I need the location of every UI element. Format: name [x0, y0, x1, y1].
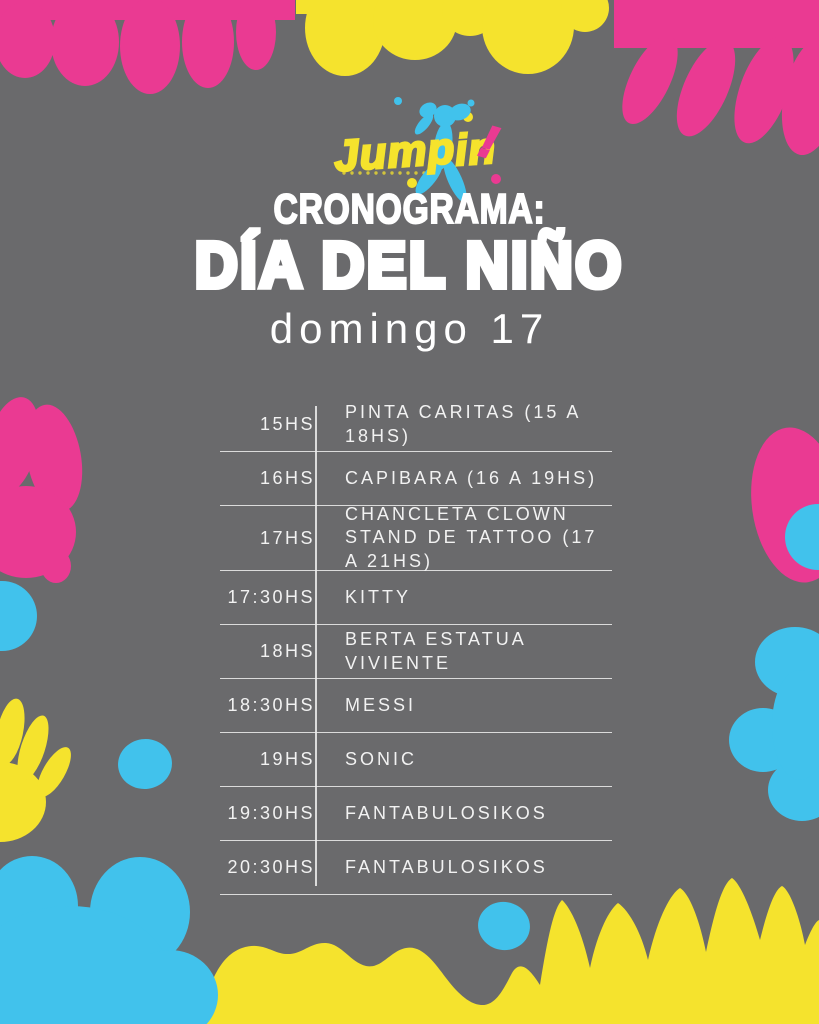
time-cell: 17:30HS	[227, 587, 315, 607]
schedule-row: 17HS CHANCLETA CLOWN STAND DE TATTOO (17…	[220, 503, 612, 571]
time-cell: 20:30HS	[227, 857, 315, 877]
time-cell: 17HS	[259, 527, 315, 548]
schedule-row: 18HS BERTA ESTATUA VIVIENTE	[220, 625, 612, 679]
schedule-row: 18:30HS MESSI	[220, 679, 612, 733]
schedule-row: 16HS CAPIBARA (16 A 19HS)	[220, 452, 612, 506]
activity-cell: BERTA ESTATUA VIVIENTE	[345, 629, 526, 673]
activity-cell: FANTABULOSIKOS	[345, 802, 548, 823]
schedule-divider-line	[315, 406, 317, 886]
activity-cell: FANTABULOSIKOS	[345, 856, 548, 877]
schedule-row: 19HS SONIC	[220, 733, 612, 787]
time-cell: 19:30HS	[227, 803, 315, 823]
schedule-row: 17:30HS KITTY	[220, 571, 612, 625]
schedule-row: 20:30HS FANTABULOSIKOS	[220, 841, 612, 895]
logo-tagline-dots	[342, 171, 426, 175]
page-title: DÍA DEL NIÑO	[192, 226, 624, 304]
pink-splashes-icon	[0, 0, 819, 583]
kicker-cronograma: CRONOGRAMA:	[273, 184, 546, 233]
activity-cell: MESSI	[345, 694, 417, 715]
time-cell: 18:30HS	[227, 695, 315, 715]
activity-cell: CHANCLETA CLOWN STAND DE TATTOO (17 A 21…	[345, 503, 598, 571]
subtitle-date: domingo 17	[269, 305, 550, 352]
activity-cell: CAPIBARA (16 A 19HS)	[345, 467, 598, 488]
activity-cell: KITTY	[345, 586, 412, 607]
time-cell: 15HS	[259, 414, 315, 434]
time-cell: 19HS	[259, 749, 315, 769]
time-cell: 16HS	[259, 468, 315, 488]
activity-cell: SONIC	[345, 748, 418, 769]
logo-word-jump: Jump	[331, 123, 458, 183]
schedule-row: 15HS PINTA CARITAS (15 A 18HS)	[220, 398, 612, 452]
schedule-row: 19:30HS FANTABULOSIKOS	[220, 787, 612, 841]
jumping-figure-icon	[394, 97, 475, 203]
cyan-splashes-icon	[0, 97, 819, 1024]
activity-cell: PINTA CARITAS (15 A 18HS)	[345, 402, 581, 446]
schedule-table: 15HS PINTA CARITAS (15 A 18HS) 16HS CAPI…	[220, 398, 612, 895]
time-cell: 18HS	[259, 641, 315, 661]
